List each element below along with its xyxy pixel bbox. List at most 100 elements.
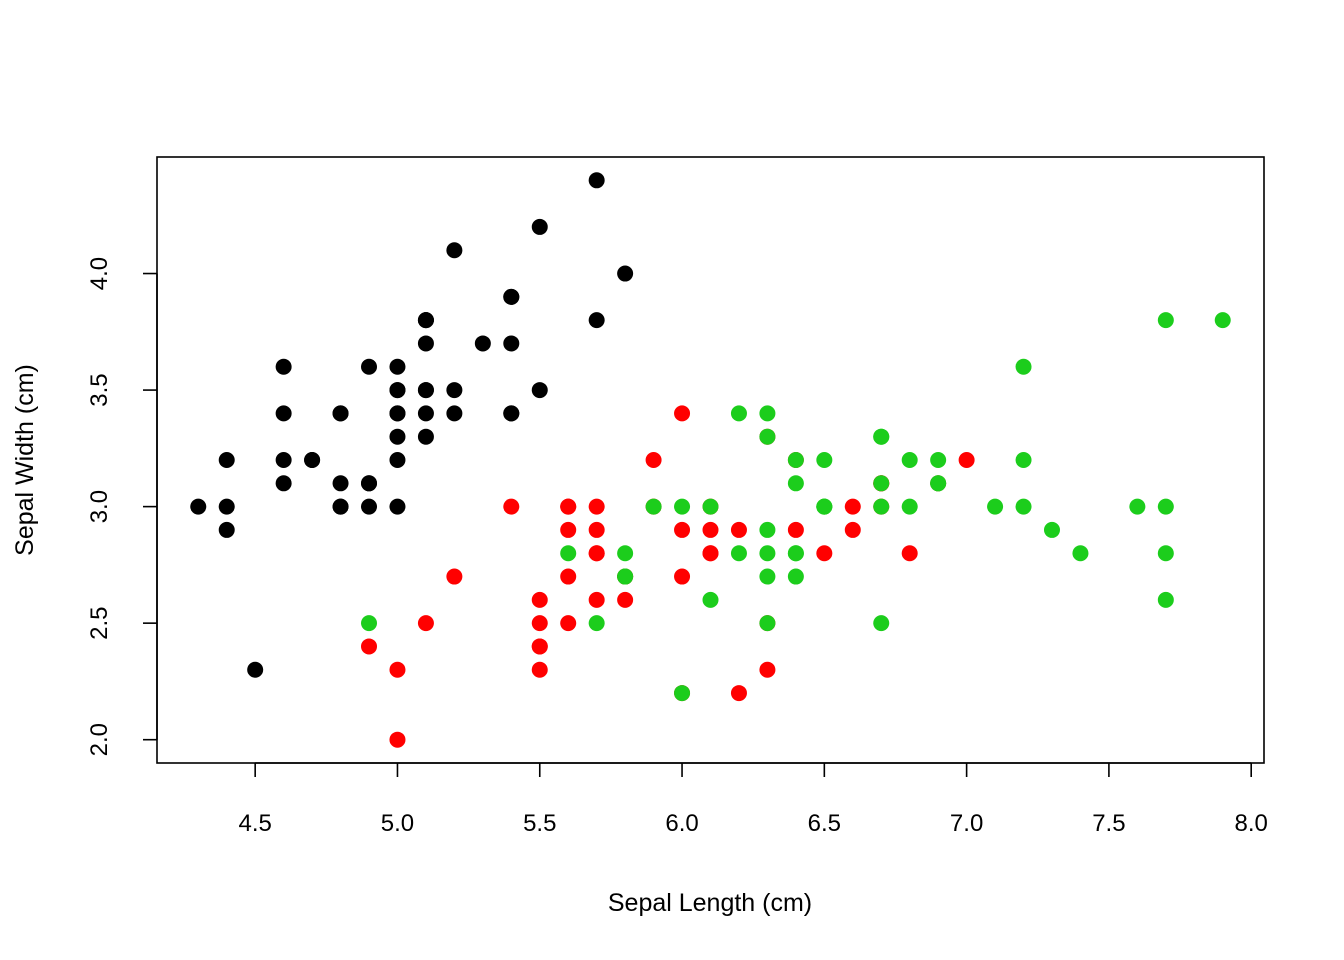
data-point [702, 591, 719, 608]
data-point [361, 615, 378, 632]
data-point [617, 591, 634, 608]
data-point [531, 218, 548, 235]
data-point [787, 475, 804, 492]
x-tick-label: 7.5 [1092, 810, 1125, 837]
data-point [674, 521, 691, 538]
data-point [1157, 591, 1174, 608]
series-3 [361, 312, 1231, 702]
data-point [844, 521, 861, 538]
data-point [1043, 521, 1060, 538]
data-point [588, 521, 605, 538]
data-point [531, 661, 548, 678]
data-point [787, 452, 804, 468]
data-point [389, 731, 406, 748]
data-point [1157, 312, 1174, 329]
data-point [446, 568, 463, 585]
data-point [702, 498, 719, 515]
data-point [417, 428, 434, 445]
data-point [617, 568, 634, 585]
data-point [588, 312, 605, 329]
data-point [759, 405, 776, 422]
y-tick-label: 3.5 [86, 373, 113, 406]
data-point [730, 685, 747, 702]
data-point [588, 498, 605, 515]
x-axis-label: Sepal Length (cm) [608, 889, 812, 917]
y-tick-label: 2.5 [86, 606, 113, 639]
x-axis: 4.5 5.0 5.5 6.0 6.5 7.0 7.5 8.0 [238, 762, 1268, 837]
data-point [930, 475, 947, 492]
data-point [275, 452, 292, 468]
x-tick-label: 4.5 [238, 810, 271, 837]
data-point [1157, 545, 1174, 562]
data-point [1015, 498, 1032, 515]
data-point [247, 661, 264, 678]
data-point [531, 615, 548, 632]
data-point [417, 312, 434, 329]
data-point [560, 498, 577, 515]
data-point [560, 545, 577, 562]
data-point [759, 568, 776, 585]
data-point [816, 452, 833, 468]
data-point [361, 475, 378, 492]
data-point [417, 382, 434, 399]
x-tick-label: 5.0 [381, 810, 414, 837]
data-point [361, 498, 378, 515]
data-point [901, 452, 918, 468]
data-point [1015, 452, 1032, 468]
x-tick-label: 6.0 [665, 810, 698, 837]
data-point [389, 452, 406, 468]
data-point [645, 452, 662, 468]
data-point [190, 498, 207, 515]
data-point [873, 615, 890, 632]
data-point [332, 498, 349, 515]
data-point [730, 521, 747, 538]
data-point [816, 498, 833, 515]
data-point [560, 615, 577, 632]
data-point [218, 452, 235, 468]
data-point [674, 568, 691, 585]
data-point [1072, 545, 1089, 562]
data-point [873, 475, 890, 492]
data-point [617, 545, 634, 562]
data-point [417, 615, 434, 632]
data-point [674, 498, 691, 515]
data-point [930, 452, 947, 468]
data-point [389, 428, 406, 445]
y-tick-label: 3.0 [86, 490, 113, 523]
data-point [275, 405, 292, 422]
data-point [702, 521, 719, 538]
series-1 [190, 172, 634, 678]
data-point [218, 498, 235, 515]
data-point [730, 545, 747, 562]
data-point [1015, 358, 1032, 375]
data-point [987, 498, 1004, 515]
data-points [190, 172, 1231, 748]
data-point [759, 428, 776, 445]
data-point [759, 661, 776, 678]
y-axis-label: Sepal Width (cm) [11, 364, 39, 556]
data-point [417, 405, 434, 422]
data-point [901, 545, 918, 562]
data-point [446, 405, 463, 422]
data-point [816, 545, 833, 562]
data-point [275, 358, 292, 375]
data-point [702, 545, 719, 562]
data-point [389, 661, 406, 678]
data-point [617, 265, 634, 282]
y-tick-label: 4.0 [86, 257, 113, 290]
data-point [560, 568, 577, 585]
data-point [389, 405, 406, 422]
data-point [531, 591, 548, 608]
data-point [389, 358, 406, 375]
data-point [417, 335, 434, 352]
data-point [787, 568, 804, 585]
data-point [1129, 498, 1146, 515]
data-point [1157, 498, 1174, 515]
data-point [873, 428, 890, 445]
data-point [759, 521, 776, 538]
data-point [730, 405, 747, 422]
data-point [958, 452, 975, 468]
x-tick-label: 6.5 [808, 810, 841, 837]
data-point [446, 242, 463, 259]
